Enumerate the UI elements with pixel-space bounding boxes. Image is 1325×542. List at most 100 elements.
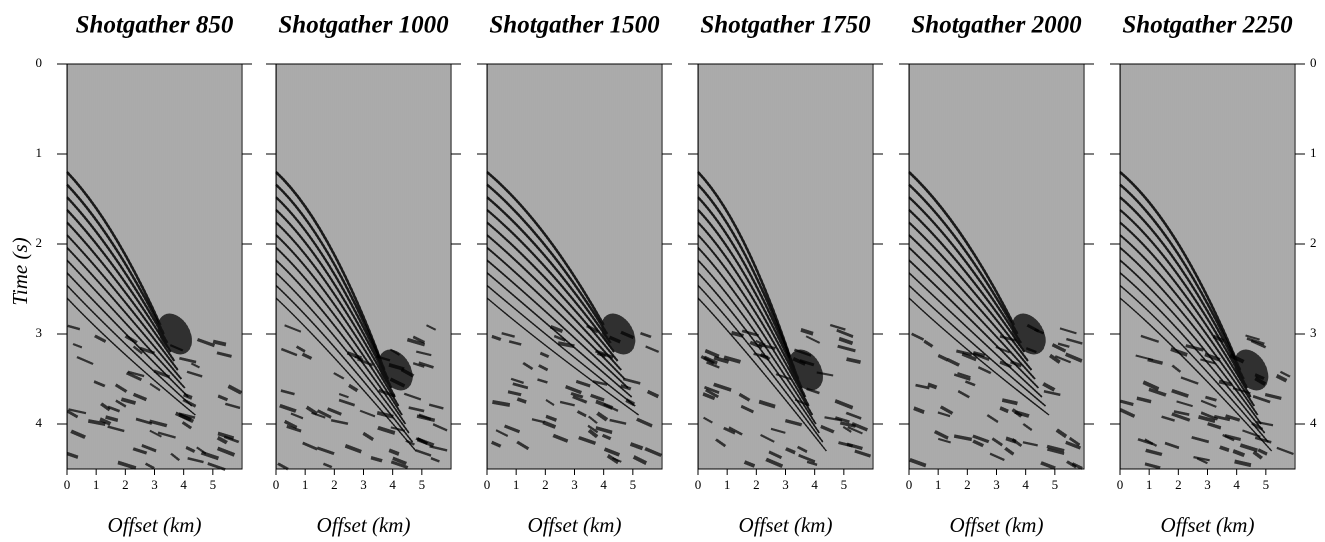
noise-wavelet [412,362,425,368]
noise-wavelet [578,435,596,445]
x-axis-label: Offset (km) [950,513,1044,537]
noise-wavelet [1068,436,1081,447]
noise-wavelet [770,427,786,434]
noise-wavelet [492,400,511,407]
x-tick-label: 1 [935,477,942,492]
noise-wavelet [723,426,736,435]
noise-wavelet [1046,444,1065,453]
noise-wavelet [806,460,818,466]
reflection-band [1119,297,1273,452]
noise-wavelet [765,457,784,468]
noise-wavelet [587,428,599,439]
noise-wavelet [508,340,522,346]
noise-wavelet [705,388,719,399]
noise-wavelet [601,433,612,441]
reflection-blob [157,313,192,355]
noise-wavelet [190,362,200,369]
noise-wavelet [956,349,973,356]
noise-wavelet [800,328,814,336]
noise-wavelet [749,340,763,349]
noise-wavelet [913,406,925,415]
noise-wavelet [223,435,240,444]
noise-wavelet [362,431,375,441]
noise-wavelet [564,385,582,395]
noise-wavelet [820,424,835,434]
noise-wavelet [587,424,599,434]
noise-wavelet [99,417,112,426]
noise-wavelet [1120,399,1134,407]
x-tick-label: 2 [122,477,129,492]
noise-wavelet [723,355,741,364]
noise-wavelet [552,433,569,443]
x-axis-label: Offset (km) [108,513,202,537]
noise-wavelet [105,415,119,423]
noise-wavelet [359,409,376,418]
x-tick-label: 4 [811,477,818,492]
noise-wavelet [1185,344,1204,352]
noise-wavelet [522,361,534,371]
noise-wavelet [586,324,599,334]
noise-wavelet [991,437,1004,447]
noise-wavelet [995,345,1011,354]
noise-wavelet [1204,352,1221,362]
noise-wavelet [311,411,326,419]
reflection-band [908,208,1026,353]
noise-wavelet [88,419,106,426]
x-tick-label: 4 [1022,477,1029,492]
noise-wavelet [1064,352,1083,363]
noise-wavelet [1212,334,1225,343]
noise-wavelet [169,344,184,352]
noise-wavelet [510,377,524,384]
noise-wavelet [302,441,318,451]
y-axis-label: Time (s) [8,237,32,305]
noise-wavelet [327,407,342,416]
noise-wavelet [348,383,359,393]
reflection-band [908,183,1019,335]
noise-wavelet [545,414,558,422]
noise-wavelet [1059,327,1077,335]
noise-wavelet [425,324,437,331]
noise-wavelet [646,389,660,399]
y-tick-label: 2 [36,235,43,250]
x-tick-label: 4 [1233,477,1240,492]
x-tick-label: 0 [1117,477,1124,492]
noise-wavelet [432,423,448,432]
noise-wavelet [316,446,335,456]
reflection-band [486,284,636,407]
y-tick-label: 0 [1310,55,1317,70]
noise-wavelet [178,356,197,364]
reflection-band [908,297,1050,416]
noise-wavelet [570,391,584,399]
noise-wavelet [330,418,349,426]
noise-wavelet [390,460,409,470]
noise-wavelet [94,334,107,343]
noise-wavelet [1034,328,1045,335]
noise-wavelet [1043,389,1061,397]
noise-wavelet [537,378,548,384]
noise-wavelet [357,357,374,367]
noise-wavelet [1144,462,1161,470]
reflection-band [1119,221,1252,398]
noise-wavelet [346,351,363,360]
noise-wavelet [1252,395,1271,404]
noise-wavelet [1234,459,1252,468]
noise-wavelet [1254,373,1265,381]
reflection-band [275,208,393,389]
noise-wavelet [1279,370,1291,378]
noise-wavelet [68,408,87,415]
noise-wavelet [575,379,591,388]
y-tick-label: 0 [36,55,43,70]
x-tick-label: 3 [360,477,367,492]
noise-wavelet [392,456,407,466]
noise-wavelet [66,451,79,459]
noise-wavelet [1066,337,1083,345]
reflection-band [908,234,1033,371]
noise-wavelet [703,355,718,365]
noise-wavelet [957,389,970,399]
noise-wavelet [851,422,869,432]
noise-wavelet [939,405,954,415]
x-tick-label: 0 [273,477,280,492]
panel-title: Shotgather 850 [76,12,234,39]
noise-wavelet [141,443,157,453]
reflection-band [275,234,400,407]
